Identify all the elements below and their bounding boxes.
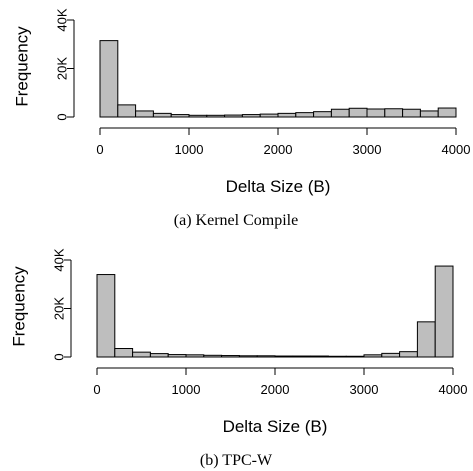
histogram-bar [277, 112, 297, 118]
histogram-bar [149, 353, 169, 358]
x-axis-label: Delta Size (B) [226, 177, 331, 196]
histogram-bar [416, 321, 436, 358]
histogram-bar [241, 114, 261, 118]
y-tick-label: 20K [52, 297, 67, 320]
x-tick-label: 1000 [172, 382, 201, 397]
y-tick-label: 0 [55, 113, 70, 120]
histogram-bar [224, 114, 243, 118]
histogram-bar [345, 355, 365, 358]
y-axis-label: Frequency [13, 26, 32, 107]
histogram-bar [117, 104, 137, 118]
histogram-bar [188, 114, 208, 118]
histogram-bar [295, 112, 315, 118]
histogram-bar [330, 108, 350, 118]
histogram-bar [384, 108, 404, 118]
histogram-bar [292, 355, 312, 358]
histogram-bar [366, 108, 386, 118]
histogram-bar [402, 108, 421, 118]
y-tick-label: 20K [55, 57, 70, 80]
y-tick-label: 40K [55, 8, 70, 31]
histogram-bar [185, 354, 205, 358]
histogram-bar [238, 355, 258, 358]
histogram-bar [99, 40, 119, 118]
histogram-bar [399, 351, 418, 358]
y-axis-label: Frequency [10, 266, 29, 347]
x-tick-label: 4000 [439, 382, 468, 397]
y-tick-label: 0 [52, 353, 67, 360]
histogram-kernel-compile: 0 1000 2000 3000 4000 0 20K 40K Delta Size (B) Fr… [13, 8, 471, 229]
histogram-bar [419, 110, 439, 118]
histogram-bar [167, 354, 187, 358]
histogram-bar [135, 110, 154, 118]
histogram-bar [327, 355, 347, 358]
histogram-bar [96, 274, 116, 358]
histogram-bar [363, 354, 383, 358]
histogram-bar [348, 107, 368, 118]
histogram-bar [381, 352, 401, 358]
x-tick-label: 2000 [261, 382, 290, 397]
histogram-bar [114, 348, 134, 358]
y-tick-label: 40K [52, 248, 67, 271]
histogram-bar [256, 355, 276, 358]
x-tick-label: 2000 [264, 142, 293, 157]
histogram-tpc-w: 0 1000 2000 3000 4000 0 20K 40K Delta Size (B) Fr… [10, 248, 468, 469]
x-tick-label: 4000 [442, 142, 471, 157]
figure-caption: (a) Kernel Compile [174, 212, 298, 229]
histogram-bar [434, 265, 454, 358]
x-tick-label: 3000 [353, 142, 382, 157]
x-tick-label: 0 [93, 382, 100, 397]
histogram-bar [313, 111, 332, 118]
x-tick-label: 0 [96, 142, 103, 157]
figure-caption: (b) TPC-W [200, 452, 273, 469]
histogram-bar [206, 114, 226, 118]
x-tick-label: 3000 [350, 382, 379, 397]
histogram-bar [132, 351, 151, 358]
x-axis-label: Delta Size (B) [223, 417, 328, 436]
histogram-bar [152, 112, 172, 118]
histogram-bar [203, 354, 223, 358]
histogram-bar [310, 355, 329, 358]
x-tick-label: 1000 [175, 142, 204, 157]
histogram-bar [437, 107, 457, 118]
histogram-bar [274, 355, 294, 358]
histogram-bar [170, 114, 190, 118]
histogram-bar [259, 113, 279, 118]
histogram-bar [221, 355, 240, 358]
